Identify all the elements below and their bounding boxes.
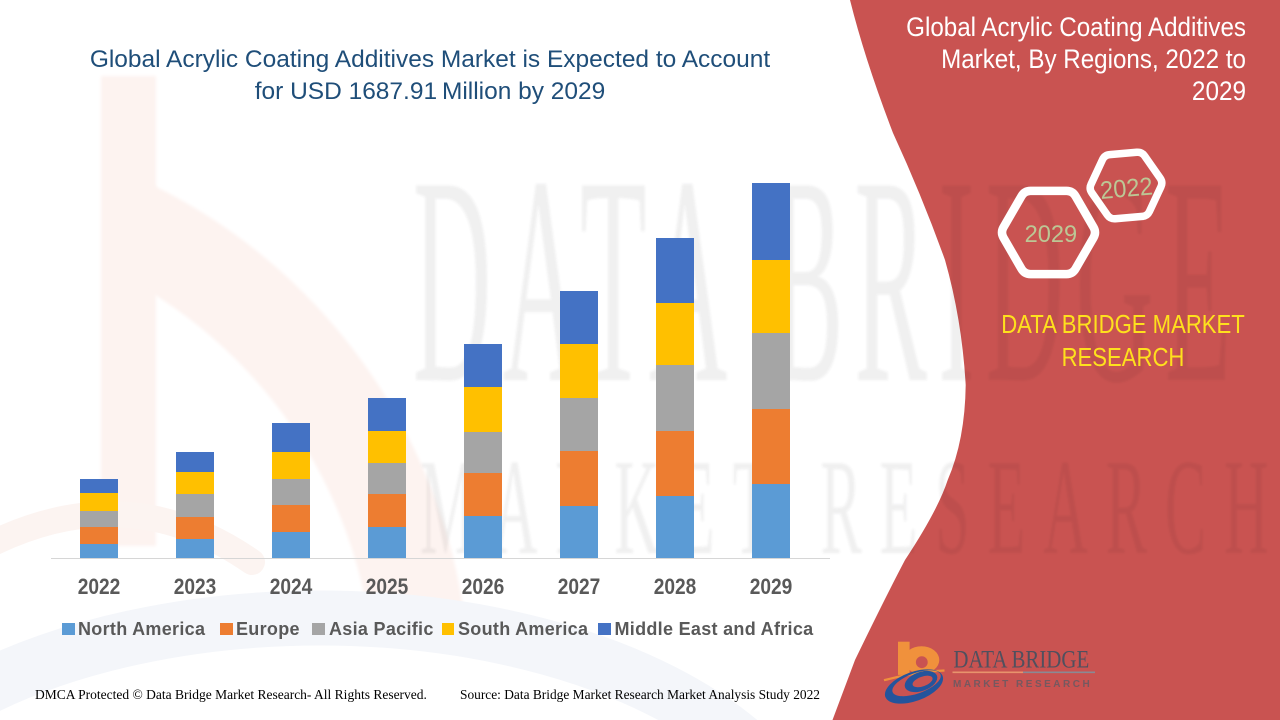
svg-text:DATA BRIDGE: DATA BRIDGE — [953, 646, 1089, 674]
svg-text:2029: 2029 — [1025, 221, 1078, 248]
svg-text:2022: 2022 — [1099, 172, 1154, 204]
svg-text:MARKET RESEARCH: MARKET RESEARCH — [953, 679, 1092, 690]
